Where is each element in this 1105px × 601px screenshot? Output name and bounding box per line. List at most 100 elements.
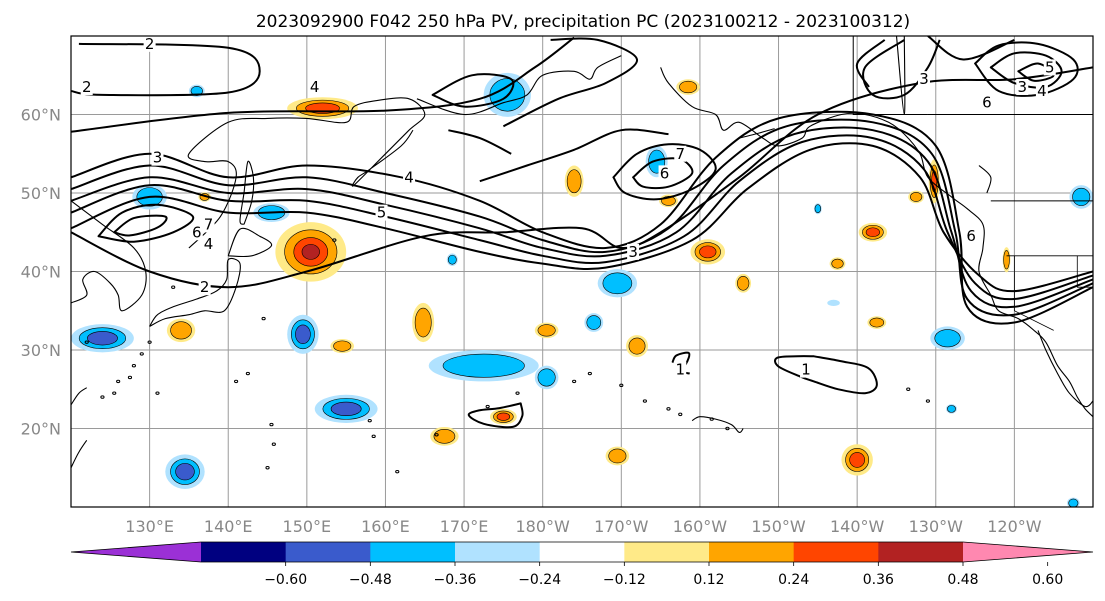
pv-contour	[927, 36, 1015, 61]
colorbar-tick-label: 0.24	[778, 572, 809, 588]
colorbar-tick-label: −0.60	[264, 572, 307, 588]
colorbar-segment	[201, 542, 287, 562]
colorbar-segment	[539, 542, 625, 562]
pv-label-bg	[403, 169, 416, 186]
pv-contour-label: 5	[377, 204, 387, 222]
lon-tick-label: 130°W	[909, 517, 964, 536]
precip-band	[1072, 187, 1091, 206]
precip-band	[869, 317, 885, 328]
precip-band	[814, 204, 822, 214]
precip-band	[679, 80, 698, 94]
precip-feature	[489, 408, 517, 425]
island	[515, 391, 520, 395]
pv-contour-layer	[71, 36, 1093, 429]
precip-feature	[735, 273, 752, 293]
colorbar-tick-label: −0.36	[434, 572, 477, 588]
pv-label-bg	[1043, 59, 1056, 76]
pv-contour	[974, 41, 1079, 97]
precip-band	[947, 405, 956, 413]
pv-contour	[448, 129, 512, 155]
precip-feature	[584, 313, 604, 332]
coastline	[71, 387, 88, 406]
pv-contour-label: 5	[1045, 58, 1055, 76]
precip-feature	[605, 446, 630, 466]
pv-label-bg	[674, 361, 687, 378]
lat-tick-label: 30°N	[21, 341, 61, 360]
coastline	[978, 165, 992, 194]
precip-feature	[813, 203, 822, 215]
pv-contour	[97, 203, 195, 243]
precip-band	[496, 412, 511, 421]
island	[485, 404, 490, 409]
precip-feature	[676, 79, 700, 95]
precip-feature	[166, 318, 196, 343]
colorbar-outline	[70, 541, 1094, 563]
precip-band	[849, 452, 865, 468]
coastline	[739, 128, 775, 139]
pv-contour	[632, 157, 694, 190]
colorbar-tick-label: 0.60	[1032, 572, 1063, 588]
pv-label-bg	[1035, 82, 1048, 99]
precip-band	[330, 401, 362, 416]
precip-band	[433, 429, 456, 444]
precip-feature	[275, 222, 347, 282]
island	[265, 466, 270, 470]
pv-contour-label: 6	[660, 164, 670, 182]
boundary-line	[1013, 255, 1054, 331]
colorbar: −0.60 −0.48 −0.36 −0.24 −0.12 0.12 0.24 0.36 0.4…	[70, 541, 1094, 588]
island	[139, 352, 144, 356]
pv-contour-label: 6	[982, 94, 992, 112]
precip-band	[699, 245, 717, 259]
pv-contour-label: 3	[628, 243, 638, 261]
pv-contour	[479, 128, 669, 183]
precip-feature	[690, 239, 726, 265]
precip-feature	[71, 324, 134, 353]
pv-label-bg	[965, 228, 978, 245]
colorbar-segment	[455, 542, 541, 562]
precip-band	[301, 244, 320, 260]
precip-feature	[858, 222, 888, 242]
lon-tick-label: 170°W	[594, 517, 649, 536]
pv-label-bg	[80, 79, 93, 96]
precip-feature	[930, 326, 965, 351]
pv-label-bg	[1016, 79, 1029, 96]
boundary-line	[852, 36, 928, 115]
pv-contour	[71, 142, 1093, 293]
chart-title: 2023092900 F042 250 hPa PV, precipitatio…	[256, 12, 910, 32]
precip-feature	[1002, 247, 1011, 273]
island	[155, 391, 160, 395]
precip-feature	[165, 454, 205, 489]
precip-band	[1003, 250, 1010, 270]
island	[434, 433, 439, 437]
pv-contour-2	[71, 42, 261, 97]
lat-tick-labels: 60°N 50°N 40°N 30°N 20°N	[21, 106, 61, 439]
precip-band	[170, 321, 192, 340]
precip-band	[831, 258, 844, 269]
precip-feature	[534, 322, 559, 339]
precip-band	[910, 192, 923, 202]
colorbar-extend-low	[71, 542, 201, 562]
precip-band	[628, 337, 646, 355]
pv-label-bg	[202, 216, 215, 233]
coastline	[691, 416, 744, 434]
island	[84, 340, 89, 344]
island	[127, 375, 133, 380]
map-frame	[70, 35, 1094, 508]
precip-band	[602, 272, 633, 295]
pv-label-bg	[190, 224, 203, 241]
precip-feature	[841, 444, 873, 476]
precip-band	[586, 315, 602, 330]
precipitation-pc-layer	[71, 72, 1093, 507]
pv-contour	[502, 37, 638, 128]
lon-tick-label: 160°W	[673, 517, 728, 536]
precip-band	[865, 227, 880, 238]
coastline	[227, 227, 273, 258]
lat-tick-label: 50°N	[21, 184, 61, 203]
colorbar-segment	[709, 542, 795, 562]
pv-contour-label: 2	[82, 78, 92, 96]
colorbar-tick-label: 0.36	[863, 572, 894, 588]
lat-tick-label: 60°N	[21, 106, 61, 125]
pv-label-bg	[202, 236, 215, 253]
pv-contour	[113, 214, 168, 237]
precip-feature	[1067, 497, 1080, 507]
